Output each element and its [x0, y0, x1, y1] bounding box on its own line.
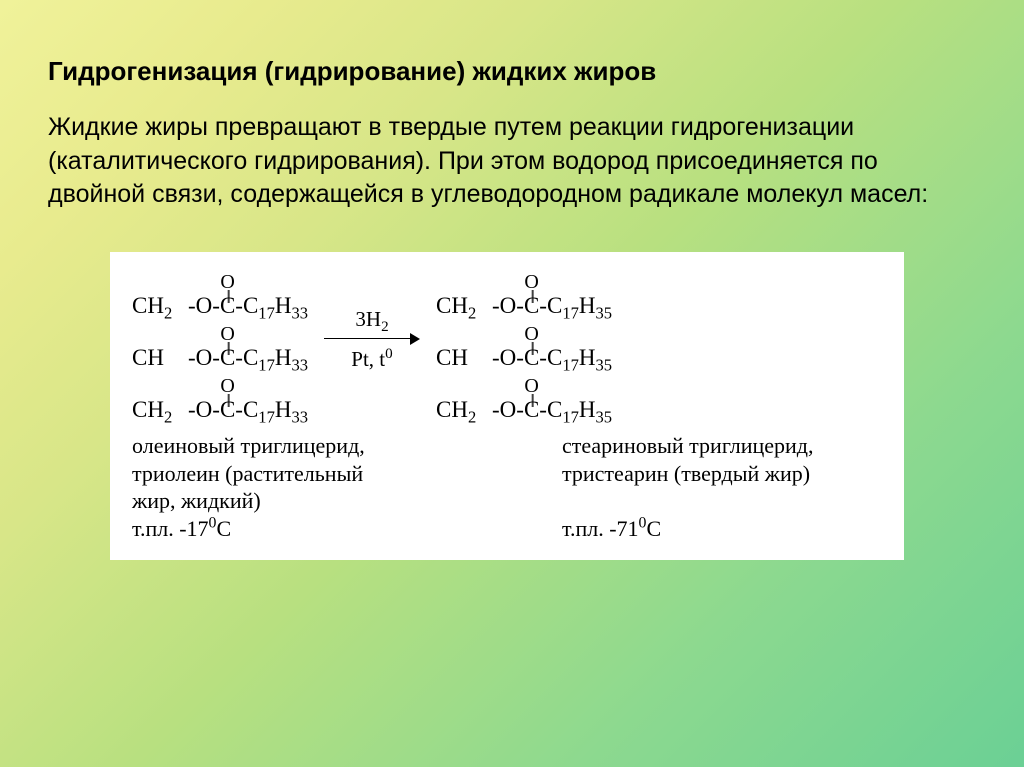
caption-line: триолеин (растительный: [132, 460, 432, 488]
carbonyl: O || C: [220, 384, 235, 422]
backbone-ch2: CH2: [436, 398, 492, 422]
mol-line: CH2 -O- O || C - C17H33: [132, 266, 308, 318]
carbonyl: O || C: [524, 384, 539, 422]
reaction-row: CH2 -O- O || C - C17H33 CH -O- O || C -: [132, 266, 882, 422]
caption-line: тристеарин (твердый жир): [562, 460, 882, 488]
dash: -: [539, 294, 547, 318]
caption-line: стеариновый триглицерид,: [562, 432, 882, 460]
dash: -: [235, 294, 243, 318]
mol-line: CH2 -O- O || C - C17H35: [436, 370, 612, 422]
link-o: -O-: [188, 294, 220, 318]
fatty-tail: C17H35: [547, 294, 612, 318]
body-paragraph: Жидкие жиры превращают в твердые путем р…: [48, 111, 976, 212]
reaction-diagram: CH2 -O- O || C - C17H33 CH -O- O || C -: [110, 252, 904, 560]
reactant-caption: олеиновый триглицерид, триолеин (растите…: [132, 432, 432, 542]
mol-line: CH -O- O || C - C17H33: [132, 318, 308, 370]
arrow-conditions: Pt, t0: [351, 348, 392, 370]
backbone-ch: CH: [436, 346, 492, 370]
captions: олеиновый триглицерид, триолеин (растите…: [132, 432, 882, 542]
link-o: -O-: [492, 346, 524, 370]
backbone-ch2: CH2: [436, 294, 492, 318]
caption-line: т.пл. -170С: [132, 515, 432, 543]
caption-gap: [432, 432, 562, 542]
arrow-icon: [324, 332, 420, 346]
backbone-ch: CH: [132, 346, 188, 370]
link-o: -O-: [492, 398, 524, 422]
double-bond-o: O: [220, 376, 234, 396]
double-bond-o: O: [220, 272, 234, 292]
link-o: -O-: [492, 294, 524, 318]
double-bond-o: O: [220, 324, 234, 344]
fatty-tail: C17H33: [243, 346, 308, 370]
fatty-tail: C17H33: [243, 294, 308, 318]
dash: -: [235, 398, 243, 422]
carbonyl: O || C: [220, 280, 235, 318]
link-o: -O-: [188, 398, 220, 422]
caption-line: олеиновый триглицерид,: [132, 432, 432, 460]
reaction-arrow: 3H2 Pt, t0: [308, 308, 436, 370]
link-o: -O-: [188, 346, 220, 370]
mol-line: CH2 -O- O || C - C17H33: [132, 370, 308, 422]
mol-line: CH -O- O || C - C17H35: [436, 318, 612, 370]
fatty-tail: C17H35: [547, 346, 612, 370]
reactant-molecule: CH2 -O- O || C - C17H33 CH -O- O || C -: [132, 266, 308, 422]
backbone-ch2: CH2: [132, 294, 188, 318]
caption-line: [562, 487, 882, 515]
arrow-reagent: 3H2: [355, 308, 388, 330]
dash: -: [539, 398, 547, 422]
double-bond-o: O: [524, 272, 538, 292]
dash: -: [235, 346, 243, 370]
product-molecule: CH2 -O- O || C - C17H35 CH -O- O || C -: [436, 266, 612, 422]
caption-line: т.пл. -710С: [562, 515, 882, 543]
backbone-ch2: CH2: [132, 398, 188, 422]
carbonyl: O || C: [220, 332, 235, 370]
dash: -: [539, 346, 547, 370]
carbonyl: O || C: [524, 280, 539, 318]
product-caption: стеариновый триглицерид, тристеарин (тве…: [562, 432, 882, 542]
carbonyl: O || C: [524, 332, 539, 370]
double-bond-o: O: [524, 376, 538, 396]
double-bond-o: O: [524, 324, 538, 344]
page-title: Гидрогенизация (гидрирование) жидких жир…: [48, 55, 976, 89]
caption-line: жир, жидкий): [132, 487, 432, 515]
fatty-tail: C17H33: [243, 398, 308, 422]
fatty-tail: C17H35: [547, 398, 612, 422]
mol-line: CH2 -O- O || C - C17H35: [436, 266, 612, 318]
